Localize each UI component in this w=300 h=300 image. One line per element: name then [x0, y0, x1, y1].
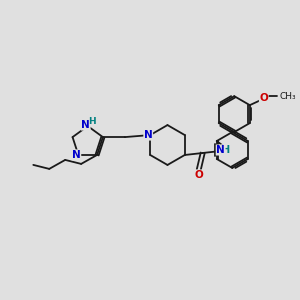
- Text: O: O: [260, 93, 268, 103]
- Text: N: N: [81, 120, 90, 130]
- Text: H: H: [222, 145, 230, 155]
- Text: N: N: [72, 150, 81, 160]
- Text: H: H: [88, 117, 95, 126]
- Text: CH₃: CH₃: [280, 92, 296, 101]
- Text: O: O: [194, 170, 203, 180]
- Text: N: N: [144, 130, 153, 140]
- Text: N: N: [216, 145, 225, 155]
